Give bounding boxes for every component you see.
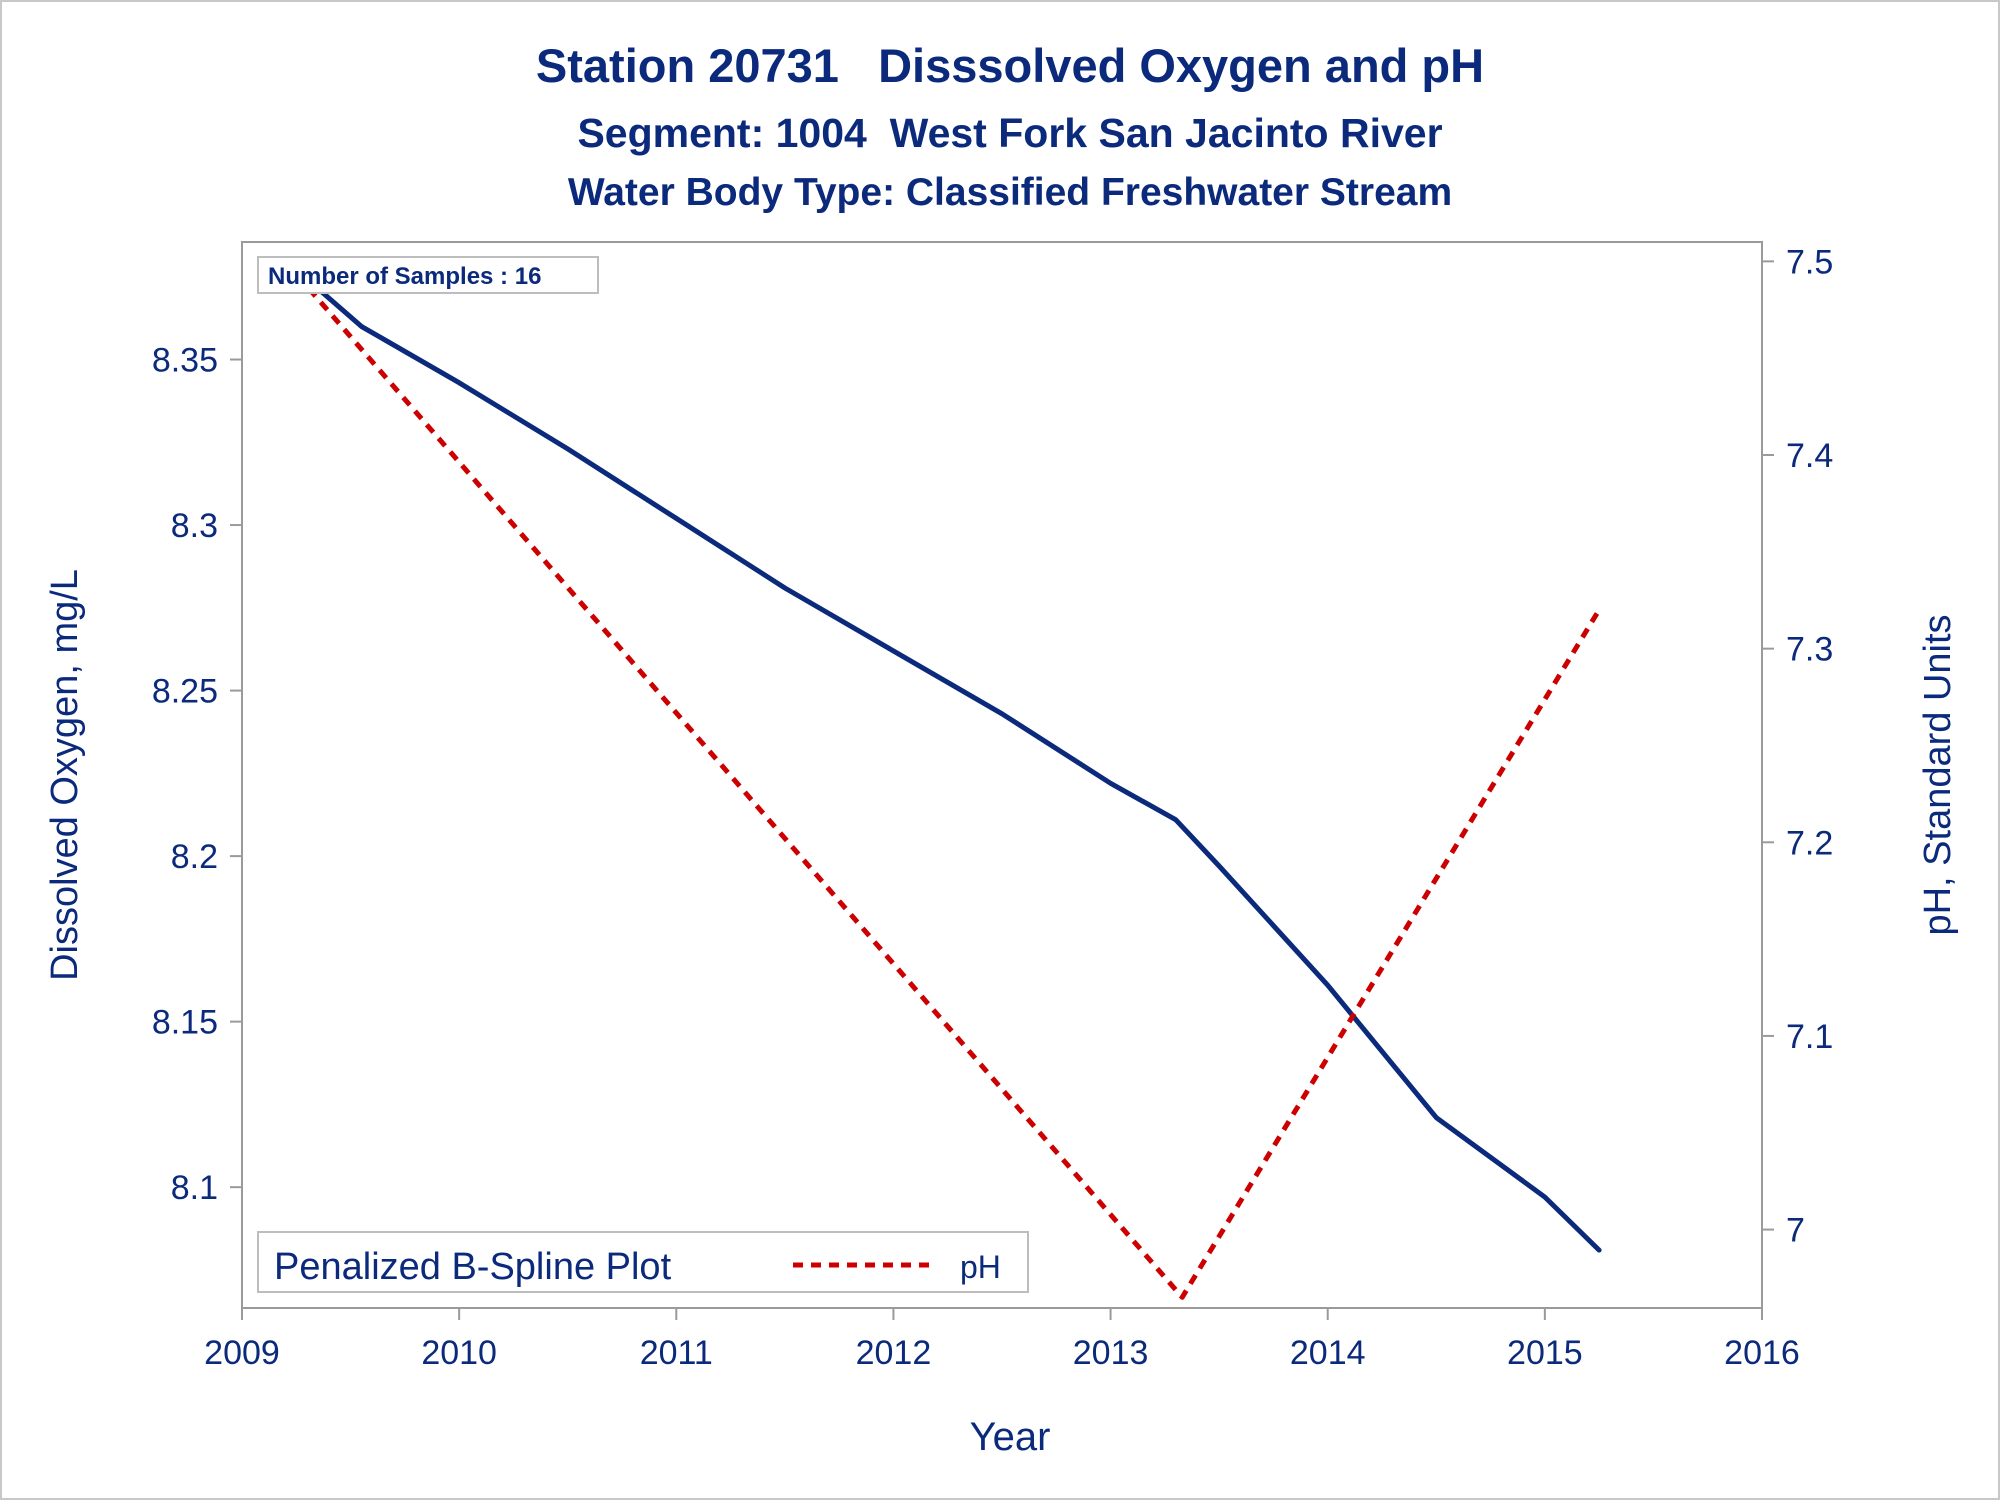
- series-layer: [282, 257, 1602, 1300]
- legend-title: Penalized B-Spline Plot: [274, 1246, 672, 1288]
- x-tick-label: 2016: [1724, 1334, 1800, 1372]
- y2-tick-label: 7.5: [1786, 243, 1833, 281]
- y-axis-label: Dissolved Oxygen, mg/L: [44, 569, 86, 981]
- x-tick-label: 2010: [421, 1334, 497, 1372]
- sample-count-annotation: Number of Samples : 16: [257, 256, 599, 294]
- y2-tick-label: 7.1: [1786, 1018, 1833, 1056]
- x-tick-label: 2009: [204, 1334, 280, 1372]
- x-axis: 2009 2010 2011 2012 2013 2014 2015 2016: [204, 1308, 1800, 1372]
- annotation-text: Number of Samples : 16: [268, 263, 541, 290]
- series-line-ph: [283, 259, 1602, 1300]
- legend: Penalized B-Spline Plot pH: [257, 1231, 1029, 1293]
- plot-area: [241, 241, 1763, 1309]
- y2-tick-label: 7: [1786, 1212, 1805, 1250]
- x-tick-label: 2015: [1507, 1334, 1583, 1372]
- x-tick-label: 2013: [1073, 1334, 1149, 1372]
- legend-label-ph: pH: [960, 1249, 1001, 1285]
- y-axis-right: 7 7.1 7.2 7.3 7.4 7.5: [1762, 243, 1833, 1250]
- chart-title: Station 20731 Disssolved Oxygen and pH: [536, 39, 1484, 92]
- x-axis-label: Year: [970, 1415, 1051, 1459]
- y-tick-label: 8.15: [152, 1004, 218, 1042]
- legend-box: [257, 1231, 1029, 1293]
- y-tick-label: 8.3: [171, 507, 218, 545]
- y-tick-label: 8.35: [152, 342, 218, 380]
- x-tick-label: 2014: [1290, 1334, 1366, 1372]
- y2-tick-label: 7.4: [1786, 437, 1833, 475]
- x-tick-label: 2011: [640, 1334, 713, 1372]
- x-tick-label: 2012: [856, 1334, 932, 1372]
- y2-tick-label: 7.3: [1786, 631, 1833, 669]
- y2-tick-label: 7.2: [1786, 824, 1833, 862]
- y-tick-label: 8.2: [171, 838, 218, 876]
- series-line-dissolved-oxygen: [282, 257, 1602, 1253]
- chart-subtitle-2: Water Body Type: Classified Freshwater S…: [568, 171, 1452, 214]
- chart-subtitle: Segment: 1004 West Fork San Jacinto Rive…: [577, 110, 1442, 156]
- annotation-box: [257, 256, 599, 294]
- y2-axis-label: pH, Standard Units: [1917, 614, 1959, 935]
- y-axis-left: 8.1 8.15 8.2 8.25 8.3 8.35: [152, 342, 242, 1207]
- y-tick-label: 8.25: [152, 673, 218, 711]
- y-tick-label: 8.1: [171, 1169, 218, 1207]
